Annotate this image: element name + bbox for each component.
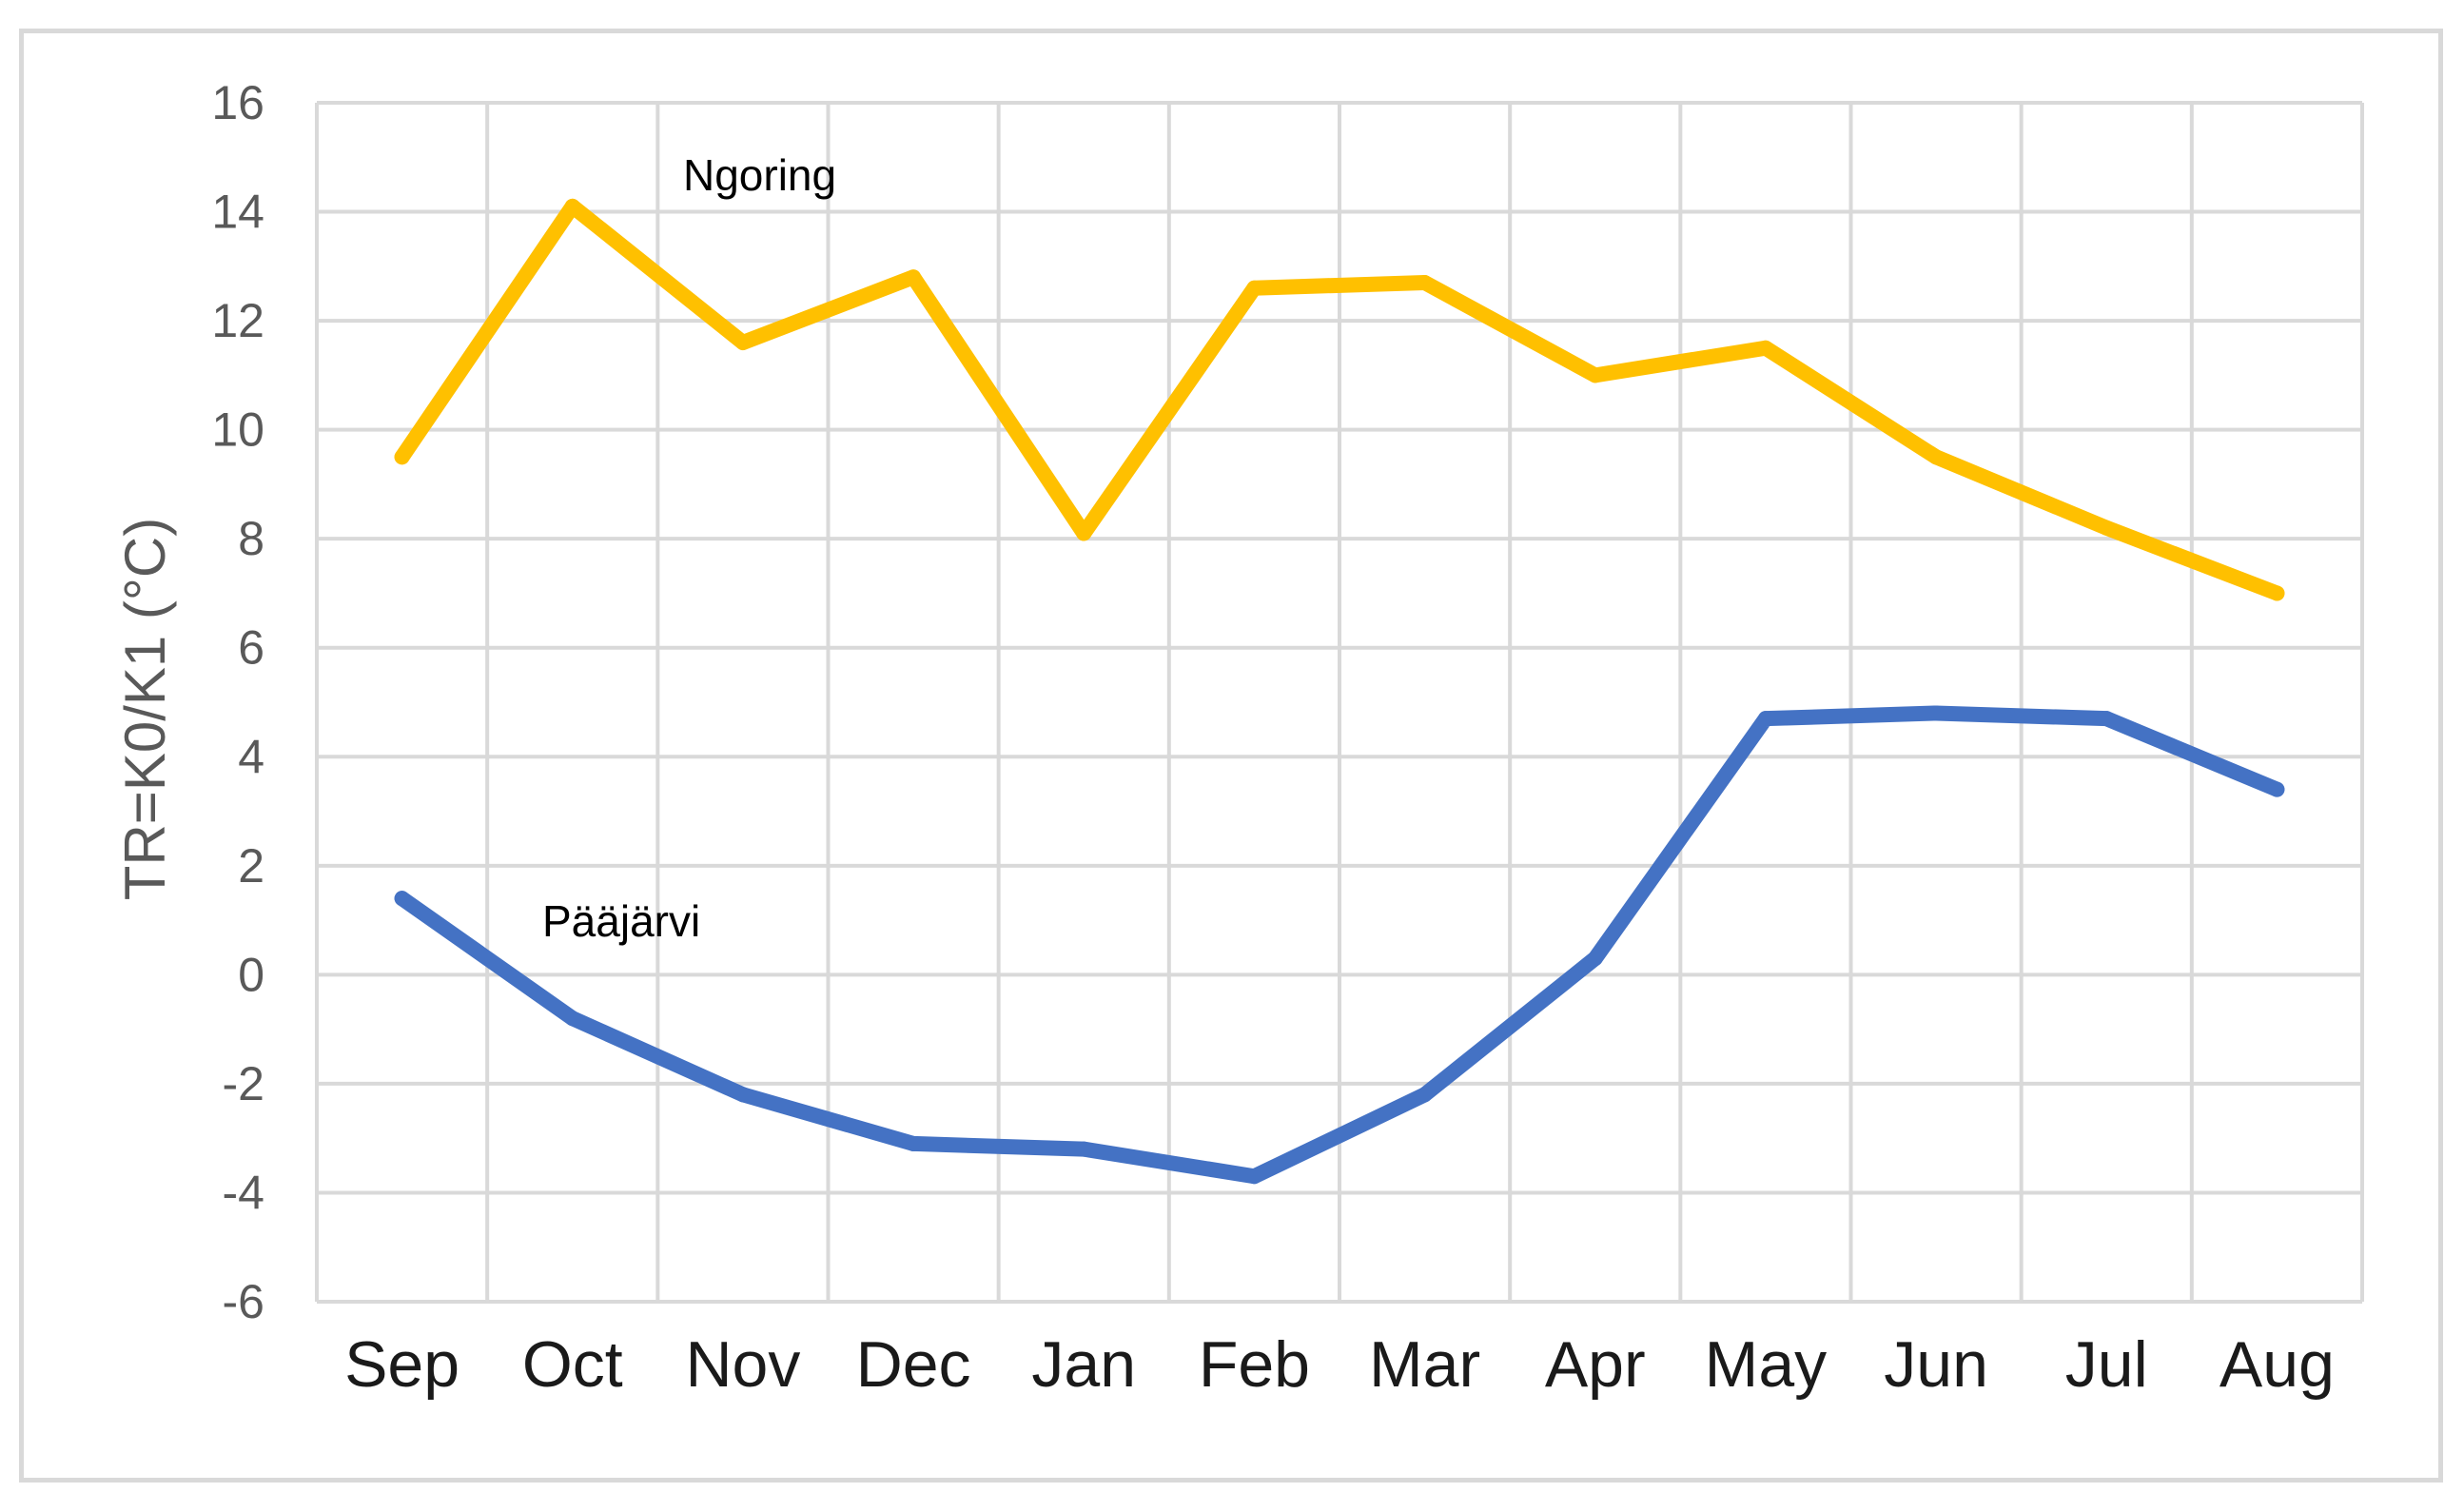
x-tick-label: Mar	[1369, 1328, 1480, 1401]
x-tick-label: Jul	[2065, 1328, 2148, 1401]
x-tick-label: Jun	[1884, 1328, 1988, 1401]
data-point	[1757, 340, 1773, 356]
data-point	[734, 1087, 751, 1103]
y-tick-label: -6	[223, 1275, 264, 1328]
y-tick-label: 2	[238, 839, 264, 893]
series-line-ngoring	[394, 198, 2285, 601]
x-tick-label: Oct	[522, 1328, 623, 1401]
y-axis-label: TR=K0/K1 (°C)	[113, 518, 177, 900]
data-point	[1928, 449, 1945, 465]
y-axis-ticks: 16 14 12 10 8 6 4 2 0 -2 -4 -6	[211, 76, 264, 1328]
y-tick-label: 0	[238, 948, 264, 1001]
y-tick-label: 16	[211, 76, 264, 129]
x-tick-label: Dec	[856, 1328, 971, 1401]
y-tick-label: -4	[223, 1166, 264, 1219]
data-point	[734, 335, 751, 350]
data-point	[564, 198, 580, 214]
data-point	[1076, 525, 1092, 541]
data-point	[2099, 520, 2115, 536]
series-label-ngoring: Ngoring	[683, 150, 836, 200]
series-line-paajarvi	[394, 705, 2285, 1185]
data-point	[906, 1135, 922, 1151]
data-point	[1246, 1168, 1262, 1185]
data-point	[394, 891, 410, 907]
data-point	[1417, 1087, 1433, 1103]
y-tick-label: 12	[211, 294, 264, 347]
x-tick-label: Feb	[1199, 1328, 1310, 1401]
data-point	[1076, 1141, 1092, 1157]
y-tick-label: 6	[238, 621, 264, 675]
x-tick-label: May	[1705, 1328, 1827, 1401]
data-point	[906, 269, 922, 285]
y-tick-label: -2	[223, 1057, 264, 1110]
x-axis-ticks: Sep Oct Nov Dec Jan Feb Mar Apr May Jun Jul Aug	[344, 1328, 2335, 1401]
data-point	[564, 1011, 580, 1027]
x-tick-label: Apr	[1545, 1328, 1646, 1401]
y-tick-label: 10	[211, 403, 264, 457]
x-tick-label: Sep	[344, 1328, 460, 1401]
gridlines	[315, 101, 2364, 1304]
data-point	[394, 449, 410, 465]
data-point	[2269, 585, 2285, 601]
data-point	[1757, 711, 1773, 727]
series-lines	[394, 198, 2285, 1185]
series-label-paajarvi: Pääjärvi	[542, 896, 700, 946]
y-tick-label: 8	[238, 512, 264, 565]
data-point	[1587, 951, 1603, 967]
y-tick-label: 4	[238, 730, 264, 783]
y-tick-label: 14	[211, 186, 264, 239]
data-point	[1417, 275, 1433, 290]
x-tick-label: Nov	[685, 1328, 800, 1401]
data-point	[1587, 367, 1603, 383]
data-point	[1246, 280, 1262, 296]
data-point	[2269, 781, 2285, 797]
data-point	[1928, 705, 1945, 721]
data-point	[2099, 711, 2115, 727]
x-tick-label: Jan	[1031, 1328, 1136, 1401]
x-tick-label: Aug	[2220, 1328, 2335, 1401]
